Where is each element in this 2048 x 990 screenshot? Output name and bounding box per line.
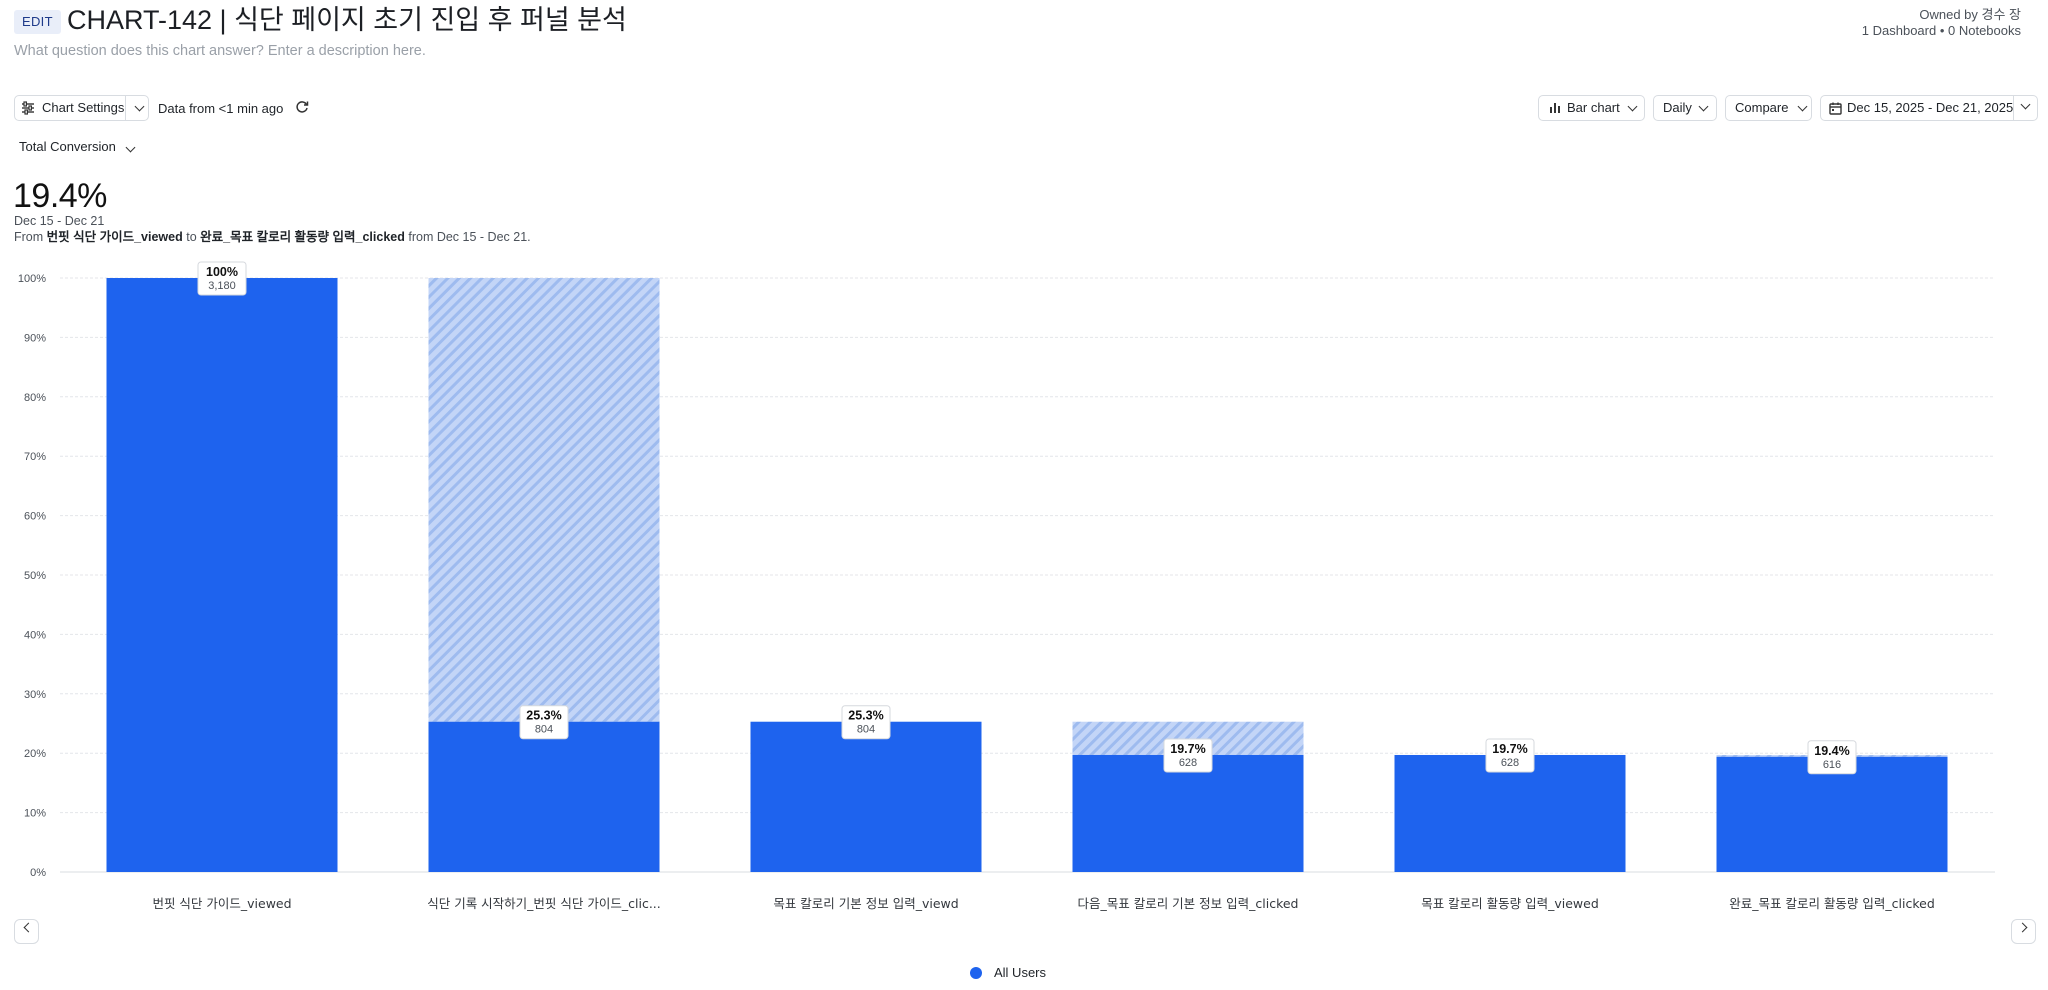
from-prefix: From [14, 230, 44, 244]
chevron-down-icon [1798, 101, 1808, 111]
divider [125, 96, 126, 120]
x-category-label: 번핏 식단 가이드_viewed [152, 896, 291, 911]
y-tick-label: 90% [24, 332, 46, 344]
bar [428, 721, 660, 872]
y-tick-label: 30% [24, 689, 46, 701]
owner-text: Owned by 경수 장 [1919, 7, 2021, 22]
scroll-left-button[interactable] [14, 919, 39, 944]
date-range-label: Dec 15, 2025 - Dec 21, 2025 [1847, 100, 2014, 115]
metric-date-range: Dec 15 - Dec 21 [14, 214, 105, 228]
bar-pct-label: 25.3% [848, 709, 883, 723]
bar-pct-label: 100% [206, 265, 238, 279]
bar [106, 278, 338, 872]
y-tick-label: 70% [24, 451, 46, 463]
bar-label-box [1807, 740, 1857, 775]
y-tick-label: 60% [24, 511, 46, 523]
metric-selector-label: Total Conversion [19, 139, 116, 154]
y-tick-label: 100% [18, 273, 46, 285]
y-tick-label: 20% [24, 748, 46, 760]
y-tick-label: 80% [24, 392, 46, 404]
chevron-left-icon [23, 922, 34, 933]
compare-label: Compare [1735, 100, 1789, 115]
bar-pct-label: 19.7% [1492, 742, 1527, 756]
calendar-icon [1829, 102, 1842, 115]
conversion-description: From 번핏 식단 가이드_viewed to 완료_목표 칼로리 활동량 입… [14, 226, 531, 245]
y-tick-label: 0% [30, 867, 46, 879]
metric-selector[interactable]: Total Conversion [19, 139, 136, 154]
bar-count-label: 616 [1823, 759, 1841, 771]
bar [1716, 756, 1948, 872]
chevron-down-icon [1698, 101, 1709, 111]
chart-title[interactable]: CHART-142 | 식단 페이지 초기 진입 후 퍼널 분석 [67, 5, 627, 35]
to-word: to [186, 230, 197, 244]
from-event: 번핏 식단 가이드_viewed [46, 230, 183, 244]
dropoff-bar [428, 278, 660, 722]
edit-badge[interactable]: EDIT [14, 10, 61, 34]
chevron-right-icon [2017, 922, 2028, 933]
total-conversion-value: 19.4% [13, 177, 107, 215]
dashboard-notebook-counts[interactable]: 1 Dashboard • 0 Notebooks [1861, 23, 2021, 38]
chevron-down-icon [126, 142, 136, 153]
bar-label-box [519, 705, 569, 740]
bar-label-box [841, 705, 891, 740]
interval-button[interactable]: Daily [1653, 95, 1717, 121]
to-event: 완료_목표 칼로리 활동량 입력_clicked [200, 230, 405, 244]
bar-count-label: 3,180 [208, 280, 236, 292]
y-tick-label: 50% [24, 570, 46, 582]
bar-label-box [1163, 738, 1213, 773]
from-suffix: from Dec 15 - Dec 21. [408, 230, 531, 244]
bar-pct-label: 19.7% [1170, 742, 1205, 756]
chart-type-button[interactable]: Bar chart [1538, 95, 1645, 121]
x-category-label: 식단 기록 시작하기_번핏 식단 가이드_clic... [427, 896, 661, 911]
bar [750, 721, 982, 872]
sliders-icon [22, 101, 34, 115]
x-category-label: 목표 칼로리 기본 정보 입력_viewd [773, 896, 958, 911]
bar-count-label: 628 [1501, 757, 1519, 769]
legend-dot [970, 966, 982, 979]
chevron-down-icon [1627, 101, 1638, 111]
bar-pct-label: 25.3% [526, 709, 561, 723]
funnel-bar-chart: 0%10%20%30%40%50%60%70%80%90%100% 100%3,1… [18, 261, 1995, 911]
scroll-right-button[interactable] [2011, 919, 2036, 944]
x-category-label: 목표 칼로리 활동량 입력_viewed [1421, 896, 1599, 911]
bar-pct-label: 19.4% [1814, 744, 1849, 758]
bar-label-box [1485, 738, 1535, 773]
bar-chart-icon [1550, 103, 1560, 113]
chevron-down-icon[interactable] [2020, 99, 2031, 110]
bar-count-label: 804 [857, 724, 875, 736]
bar-label-box [197, 261, 247, 296]
refresh-icon[interactable] [294, 99, 310, 115]
bar [1394, 754, 1626, 872]
chart-legend[interactable]: All Users [970, 965, 1046, 980]
interval-label: Daily [1663, 100, 1692, 115]
bar-count-label: 628 [1179, 757, 1197, 769]
y-tick-label: 40% [24, 629, 46, 641]
chart-settings-button[interactable]: Chart Settings [14, 95, 149, 121]
y-tick-label: 10% [24, 808, 46, 820]
x-category-label: 완료_목표 칼로리 활동량 입력_clicked [1729, 896, 1935, 911]
bar-count-label: 804 [535, 724, 553, 736]
chart-type-label: Bar chart [1567, 100, 1620, 115]
legend-label: All Users [994, 965, 1047, 980]
description-input[interactable]: What question does this chart answer? En… [14, 43, 426, 59]
x-category-label: 다음_목표 칼로리 기본 정보 입력_clicked [1077, 896, 1298, 911]
bar [1072, 754, 1304, 872]
date-range-button[interactable]: Dec 15, 2025 - Dec 21, 2025 [1820, 95, 2038, 121]
divider [2013, 96, 2014, 120]
chevron-down-icon[interactable] [134, 101, 145, 112]
compare-button[interactable]: Compare [1725, 95, 1812, 121]
chart-settings-label: Chart Settings [42, 100, 125, 115]
data-freshness: Data from <1 min ago [158, 101, 284, 116]
